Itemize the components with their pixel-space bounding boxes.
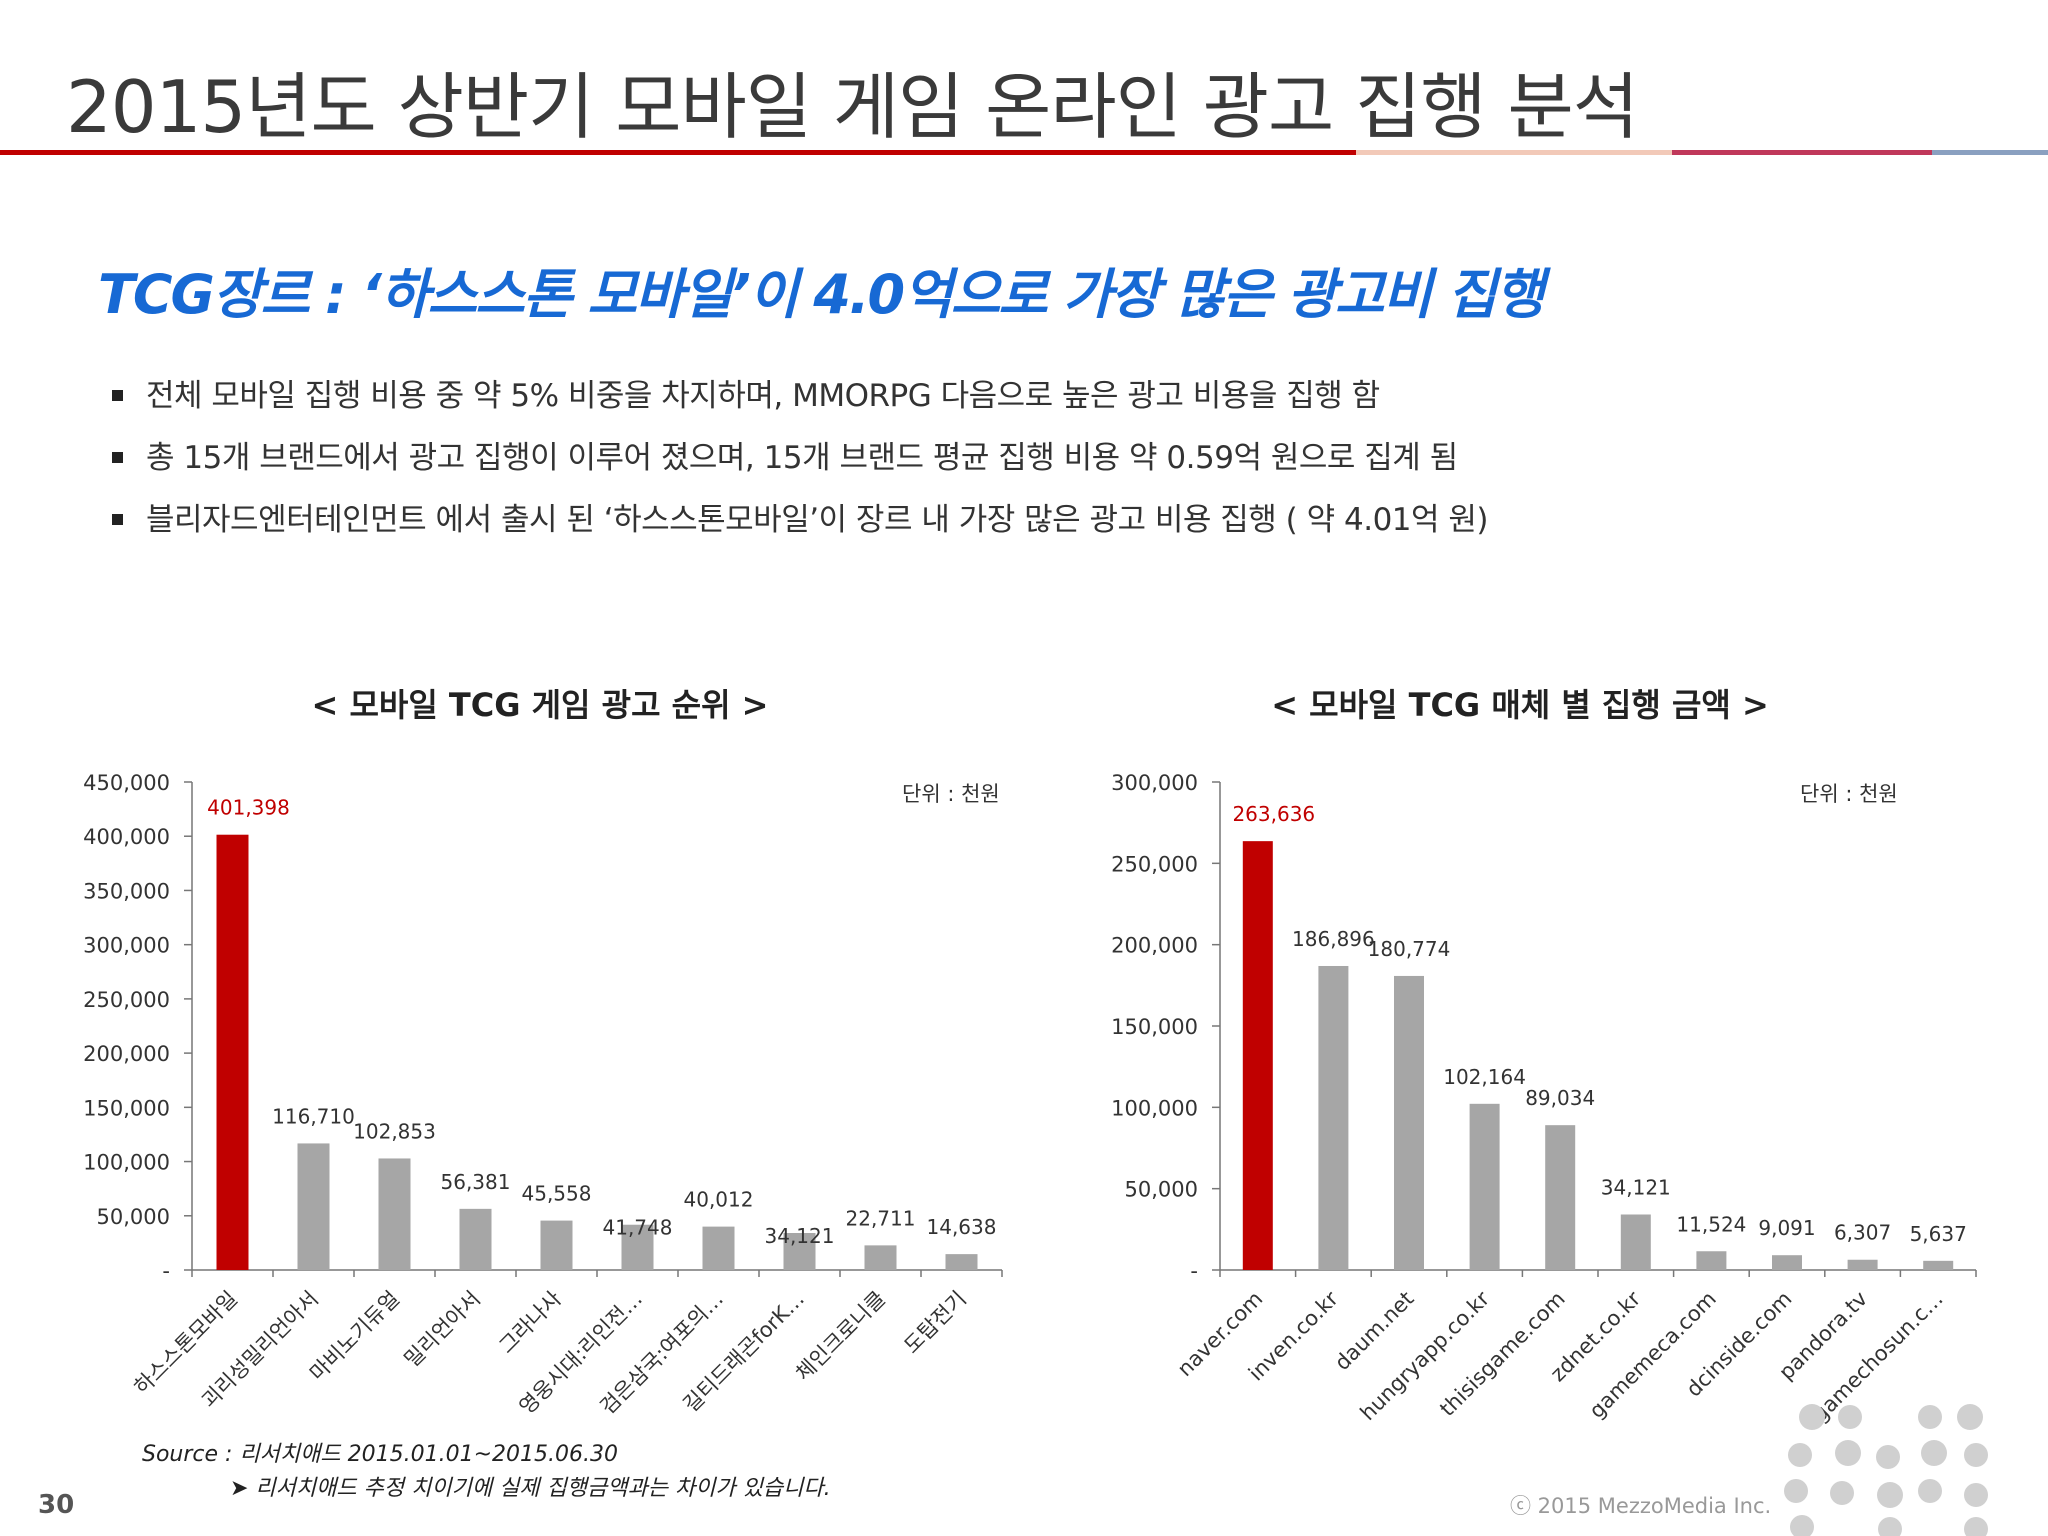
bar: [864, 1245, 897, 1270]
y-tick-label: 250,000: [83, 988, 170, 1012]
title-divider-accent: [1932, 150, 2048, 155]
chart-title-game-ranking: < 모바일 TCG 게임 광고 순위 >: [311, 686, 769, 724]
data-label: 116,710: [272, 1104, 355, 1128]
category-label: 그라나사: [494, 1287, 566, 1359]
data-label: 41,748: [603, 1216, 673, 1240]
bar: [216, 834, 249, 1270]
bar: [702, 1226, 735, 1270]
bullet-list: 전체 모바일 집행 비용 중 약 5% 비중을 차지하며, MMORPG 다음으…: [108, 372, 1489, 558]
bar: [1545, 1125, 1576, 1270]
company-logo-icon: [1784, 1404, 1988, 1536]
bar: [1772, 1255, 1802, 1270]
y-tick-label: 200,000: [83, 1042, 170, 1066]
data-label: 45,558: [522, 1182, 592, 1206]
data-label: 56,381: [441, 1170, 511, 1194]
bar: [945, 1254, 978, 1270]
bar: [621, 1224, 654, 1270]
data-label: 102,853: [353, 1119, 436, 1143]
y-tick-label: -: [162, 1259, 170, 1283]
media-spend-chart: - 50,000 100,000 150,000 200,000 250,000 300,0…: [1111, 771, 1977, 1427]
data-label: 34,121: [1601, 1175, 1671, 1199]
category-label: hungryapp.co.kr: [1356, 1286, 1495, 1425]
data-label: 263,636: [1232, 802, 1315, 826]
bar: [297, 1143, 330, 1270]
data-label: 9,091: [1758, 1216, 1815, 1240]
square-bullet-icon: [112, 452, 123, 463]
bullet-item: 전체 모바일 집행 비용 중 약 5% 비중을 차지하며, MMORPG 다음으…: [108, 372, 1488, 434]
data-label: 180,774: [1368, 937, 1451, 961]
bar: [1318, 965, 1349, 1270]
title-divider: [0, 150, 1356, 155]
y-tick-label: 300,000: [83, 934, 170, 958]
y-tick-label: 300,000: [1111, 771, 1198, 795]
data-label: 40,012: [684, 1188, 754, 1212]
data-label: 22,711: [846, 1206, 916, 1230]
square-bullet-icon: [112, 390, 123, 401]
y-tick-label: 400,000: [83, 825, 170, 849]
data-label: 6,307: [1834, 1221, 1891, 1245]
data-label: 102,164: [1443, 1065, 1526, 1089]
y-tick-label: 200,000: [1111, 934, 1198, 958]
disclaimer-note: ➤ 리서치애드 추정 치이기에 실제 집행금액과는 차이가 있습니다.: [230, 1476, 831, 1501]
game-ad-ranking-chart: - 50,000 100,000 150,000 200,000 250,000 300,0…: [83, 771, 1003, 1419]
bullet-text: 전체 모바일 집행 비용 중 약 5% 비중을 차지하며, MMORPG 다음으…: [146, 378, 1380, 414]
data-label: 14,638: [927, 1215, 997, 1239]
bar: [378, 1158, 411, 1270]
section-headline: TCG장르 : ‘하스스톤 모바일’이 4.0억으로 가장 많은 광고비 집행: [98, 263, 1544, 326]
y-tick-label: 150,000: [1111, 1015, 1198, 1039]
data-label: 34,121: [765, 1224, 835, 1248]
y-tick-label: 100,000: [83, 1151, 170, 1175]
page-number: 30: [38, 1490, 75, 1520]
bullet-text: 블리자드엔터테인먼트 에서 출시 된 ‘하스스톤모바일’이 장르 내 가장 많은…: [146, 502, 1489, 538]
bar: [1847, 1259, 1878, 1270]
y-tick-label: 50,000: [97, 1205, 170, 1229]
data-label: 11,524: [1676, 1212, 1746, 1236]
y-tick-label: 350,000: [83, 879, 170, 903]
y-tick-label: 100,000: [1111, 1096, 1198, 1120]
y-tick-label: 50,000: [1125, 1178, 1198, 1202]
bar: [1923, 1260, 1954, 1270]
chart-unit-label: 단위 : 천원: [902, 782, 1000, 806]
chart-unit-label: 단위 : 천원: [1800, 782, 1898, 806]
y-tick-label: -: [1190, 1259, 1198, 1283]
bar: [1394, 975, 1424, 1270]
y-tick-label: 250,000: [1111, 852, 1198, 876]
data-label: 186,896: [1292, 927, 1375, 951]
bar: [459, 1208, 492, 1270]
category-label: 밀리언아서: [400, 1287, 485, 1372]
y-tick-label: 150,000: [83, 1096, 170, 1120]
page-title: 2015년도 상반기 모바일 게임 온라인 광고 집행 분석: [66, 65, 1639, 149]
copyright: ⓒ 2015 MezzoMedia Inc.: [1510, 1494, 1772, 1518]
bar: [1242, 841, 1273, 1270]
data-label: 5,637: [1910, 1222, 1967, 1246]
source-note: Source : 리서치애드 2015.01.01~2015.06.30: [142, 1442, 618, 1467]
category-label: 도탑전기: [899, 1287, 971, 1359]
bar: [540, 1220, 573, 1270]
bar: [1469, 1103, 1500, 1270]
bar: [1696, 1251, 1727, 1270]
bullet-text: 총 15개 브랜드에서 광고 집행이 이루어 졌으며, 15개 브랜드 평균 집…: [146, 440, 1458, 476]
title-divider-accent: [1356, 150, 1672, 155]
title-divider-accent: [1672, 150, 1932, 155]
bar: [1620, 1214, 1651, 1270]
category-label: thisisgame.com: [1435, 1287, 1569, 1421]
data-label: 89,034: [1525, 1086, 1595, 1110]
data-label: 401,398: [207, 796, 290, 820]
y-tick-label: 450,000: [83, 771, 170, 795]
chart-title-media-spend: < 모바일 TCG 매체 별 집행 금액 >: [1271, 686, 1769, 724]
bullet-item: 총 15개 브랜드에서 광고 집행이 이루어 졌으며, 15개 브랜드 평균 집…: [108, 434, 1488, 496]
bar: [783, 1232, 816, 1270]
bullet-item: 블리자드엔터테인먼트 에서 출시 된 ‘하스스톤모바일’이 장르 내 가장 많은…: [108, 496, 1489, 558]
square-bullet-icon: [112, 514, 123, 525]
category-label: gamemeca.com: [1585, 1287, 1721, 1423]
